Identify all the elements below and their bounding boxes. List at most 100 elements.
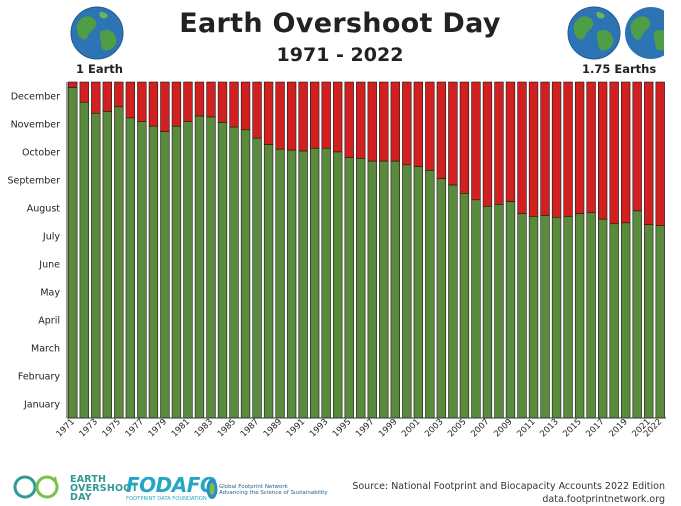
bar-remaining-1980 [171, 81, 182, 127]
y-tick-label: June [38, 260, 60, 271]
bar-overshoot-2010 [517, 213, 527, 419]
bar-remaining-1979 [160, 81, 170, 133]
x-tick-group: 2005 [446, 417, 468, 439]
bar-overshoot-1986 [240, 129, 251, 419]
bar-overshoot-1988 [263, 144, 274, 419]
bar-remaining-2008 [494, 81, 504, 205]
x-tick-label: 1991 [285, 417, 307, 439]
overshoot-day-bar-chart: January February March April May June July Augu… [7, 81, 666, 439]
bar-remaining-1981 [183, 81, 193, 122]
x-tick-group: 2017 [584, 417, 606, 439]
x-tick-group: 2015 [561, 417, 583, 439]
bar-remaining-2015 [574, 81, 585, 214]
x-tick-group: 1987 [239, 417, 261, 439]
x-tick-group: 2001 [400, 417, 422, 439]
bar-overshoot-1998 [379, 160, 389, 419]
bar-overshoot-1990 [286, 149, 297, 419]
x-tick-group: 1991 [285, 417, 307, 439]
bar-remaining-1988 [263, 81, 274, 145]
bar-remaining-2010 [517, 81, 527, 214]
bar-remaining-1972 [79, 81, 89, 103]
x-tick-group: 1977 [124, 417, 146, 439]
bar-overshoot-2009 [505, 201, 516, 419]
bar-remaining-1989 [275, 81, 285, 150]
x-tick-group: 1997 [354, 417, 376, 439]
bar-remaining-2000 [402, 81, 412, 166]
bar-overshoot-1971 [68, 87, 78, 419]
bar-remaining-2002 [425, 81, 435, 171]
bar-overshoot-2011 [528, 216, 539, 419]
bar-remaining-2009 [505, 81, 516, 202]
bar-overshoot-2016 [586, 212, 596, 419]
one-point-seven-five-earths-label: 1.75 Earths [582, 62, 657, 76]
x-tick-group: 1999 [377, 417, 399, 439]
bar-overshoot-1972 [79, 101, 89, 419]
bar-remaining-2005 [459, 81, 470, 194]
bar-remaining-2003 [436, 81, 447, 179]
bar-overshoot-1981 [183, 121, 193, 419]
chart-subtitle: 1971 - 2022 [276, 44, 404, 66]
bar-overshoot-1977 [137, 121, 147, 419]
bar-remaining-1997 [367, 81, 377, 162]
x-tick-label: 1997 [354, 417, 376, 439]
bar-overshoot-1983 [206, 116, 216, 419]
bar-overshoot-1996 [356, 158, 366, 419]
bar-overshoot-1993 [321, 147, 331, 419]
x-tick-group: 1989 [262, 417, 284, 439]
x-tick-group: 2013 [538, 417, 560, 439]
y-tick-label: July [42, 232, 60, 243]
bar-overshoot-2018 [609, 223, 619, 419]
bar-remaining-2014 [563, 81, 573, 217]
bar-overshoot-1985 [229, 126, 239, 419]
bar-remaining-1998 [379, 81, 389, 162]
x-tick-label: 2001 [400, 417, 422, 439]
bar-remaining-1983 [206, 81, 216, 118]
bar-overshoot-2012 [540, 215, 550, 419]
bar-overshoot-1995 [344, 157, 354, 419]
x-tick-label: 2011 [515, 417, 537, 439]
bar-remaining-1976 [125, 81, 136, 119]
bar-remaining-1973 [91, 81, 101, 114]
x-tick-group: 2019 [607, 417, 629, 439]
bar-overshoot-2002 [425, 170, 435, 419]
x-tick-label: 2019 [607, 417, 629, 439]
bar-remaining-1984 [217, 81, 228, 123]
bar-overshoot-1992 [309, 147, 320, 419]
x-tick-label: 1979 [147, 417, 169, 439]
bar-remaining-2007 [482, 81, 493, 207]
footprint-icon [206, 479, 218, 499]
x-tick-label: 2003 [423, 417, 445, 439]
x-tick-group: 1995 [331, 417, 353, 439]
bar-remaining-2017 [597, 81, 608, 220]
y-tick-label: August [27, 204, 61, 215]
x-tick-label: 1993 [308, 417, 330, 439]
x-tick-label: 1987 [239, 417, 261, 439]
bar-overshoot-1987 [252, 137, 262, 419]
x-tick-label: 1985 [216, 417, 238, 439]
one-earth-label: 1 Earth [76, 62, 123, 76]
bar-overshoot-2013 [551, 217, 562, 419]
bar-overshoot-2019 [621, 222, 631, 419]
x-tick-group: 1975 [101, 417, 123, 439]
x-tick-label: 1981 [170, 417, 192, 439]
bar-overshoot-1976 [125, 117, 136, 419]
bar-remaining-2019 [621, 81, 631, 224]
x-tick-label: 1971 [55, 417, 77, 439]
x-tick-label: 2007 [469, 417, 491, 439]
x-tick-label: 1973 [78, 417, 100, 439]
bar-overshoot-1989 [275, 148, 285, 419]
x-tick-label: 2017 [584, 417, 606, 439]
x-tick-group: 2003 [423, 417, 445, 439]
bar-remaining-2016 [586, 81, 596, 214]
bar-remaining-1985 [229, 81, 239, 128]
bar-overshoot-1974 [102, 111, 112, 419]
bar-overshoot-1982 [194, 115, 205, 419]
bar-remaining-1999 [390, 81, 400, 162]
y-tick-label: October [22, 148, 60, 159]
bar-remaining-1996 [356, 81, 366, 159]
bar-remaining-1993 [321, 81, 331, 149]
bar-remaining-1978 [148, 81, 159, 127]
bar-remaining-2021 [644, 81, 654, 225]
bar-overshoot-1980 [171, 125, 182, 419]
x-tick-label: 1989 [262, 417, 284, 439]
